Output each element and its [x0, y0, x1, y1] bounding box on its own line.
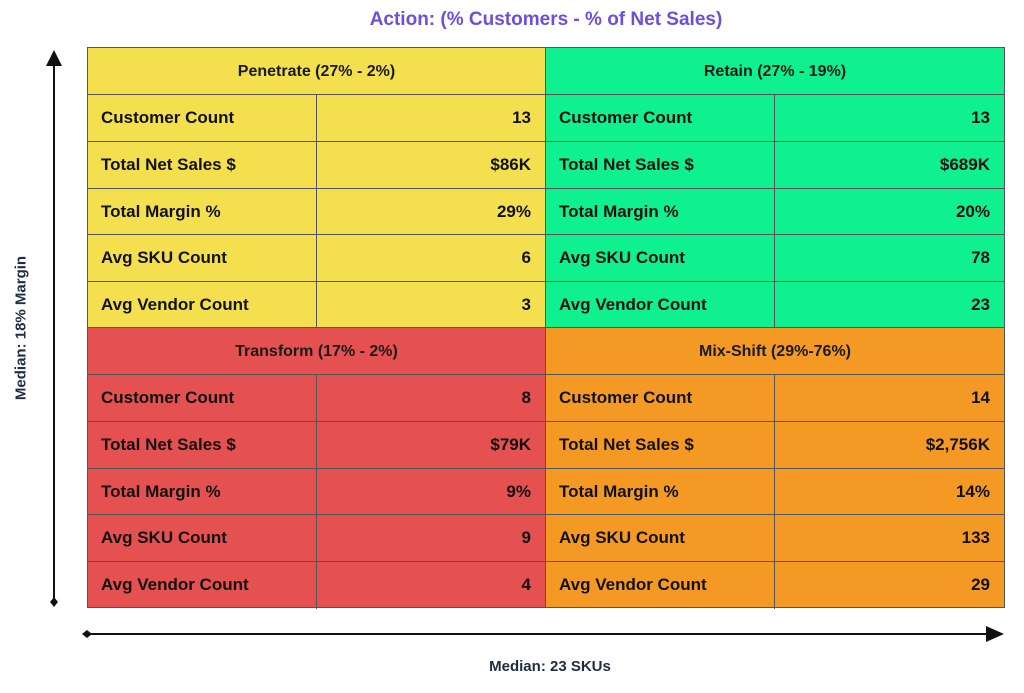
table-row: Avg Vendor Count 23	[546, 282, 1004, 329]
table-row: Total Margin % 20%	[546, 188, 1004, 236]
table-row: Avg SKU Count 9	[88, 515, 545, 563]
metric-label: Customer Count	[546, 95, 775, 141]
quadrant-title: Retain (27% - 19%)	[546, 48, 1004, 95]
table-row: Total Margin % 9%	[88, 468, 545, 516]
diagram-title: Action: (% Customers - % of Net Sales)	[369, 9, 723, 30]
metric-label: Customer Count	[88, 375, 317, 421]
table-row: Avg Vendor Count 3	[88, 282, 545, 329]
metric-label: Avg SKU Count	[546, 515, 775, 562]
metric-value: 8	[521, 388, 531, 407]
metric-value: 78	[971, 248, 990, 268]
table-row: Avg Vendor Count 29	[546, 562, 1004, 609]
metric-label: Avg Vendor Count	[546, 562, 775, 609]
x-axis-arrowhead	[986, 626, 1004, 642]
metric-label: Avg SKU Count	[88, 515, 317, 562]
table-row: Total Net Sales $ $79K	[88, 421, 545, 469]
x-axis-label: Median: 23 SKUs	[489, 658, 611, 675]
metric-label: Total Net Sales $	[88, 421, 317, 468]
x-axis-end-diamond	[82, 630, 92, 638]
metric-value: 20%	[955, 201, 990, 221]
metric-value: 4	[521, 575, 531, 595]
quadrant-title: Transform (17% - 2%)	[88, 328, 545, 375]
metric-value: 14%	[955, 481, 990, 501]
metric-label: Customer Count	[546, 375, 775, 421]
metric-value: 6	[521, 248, 531, 268]
table-row: Avg Vendor Count 4	[88, 562, 545, 609]
table-row: Avg SKU Count 78	[546, 235, 1004, 283]
table-row: Customer Count 14	[546, 375, 1004, 422]
quadrant-title: Penetrate (27% - 2%)	[88, 48, 545, 95]
table-row: Customer Count 13	[88, 95, 545, 142]
metric-value: 13	[971, 108, 990, 127]
metric-label: Avg SKU Count	[546, 235, 775, 282]
metric-value: $79K	[490, 434, 531, 454]
metric-value: $2,756K	[925, 434, 990, 454]
metric-label: Total Margin %	[546, 468, 775, 515]
metric-value: 3	[521, 295, 531, 315]
table-row: Avg SKU Count 133	[546, 515, 1004, 563]
table-row: Customer Count 13	[546, 95, 1004, 142]
y-axis-arrowhead	[46, 50, 62, 66]
table-row: Total Net Sales $ $689K	[546, 141, 1004, 189]
metric-value: $689K	[939, 154, 990, 174]
quadrant-penetrate: Penetrate (27% - 2%) Customer Count 13 Tota…	[87, 47, 546, 329]
metric-label: Total Margin %	[546, 188, 775, 235]
metric-value: 133	[961, 528, 990, 548]
table-row: Avg SKU Count 6	[88, 235, 545, 283]
y-axis-end-diamond	[50, 597, 58, 607]
metric-value: 13	[512, 108, 531, 127]
metric-label: Total Margin %	[88, 468, 317, 515]
table-row: Total Margin % 29%	[88, 188, 545, 236]
metric-value: 29	[971, 575, 990, 595]
quadrant-title: Mix-Shift (29%-76%)	[546, 328, 1004, 375]
metric-label: Avg Vendor Count	[88, 282, 317, 329]
metric-value: 14	[971, 388, 990, 407]
metric-label: Avg Vendor Count	[88, 562, 317, 609]
metric-value: 29%	[496, 201, 531, 221]
metric-label: Total Margin %	[88, 188, 317, 235]
metric-label: Total Net Sales $	[546, 421, 775, 468]
table-row: Total Margin % 14%	[546, 468, 1004, 516]
table-row: Total Net Sales $ $86K	[88, 141, 545, 189]
metric-label: Avg Vendor Count	[546, 282, 775, 329]
quadrant-mix-shift: Mix-Shift (29%-76%) Customer Count 14 Total…	[545, 327, 1005, 609]
quadrant-transform: Transform (17% - 2%) Customer Count 8 Total…	[87, 327, 546, 609]
metric-label: Customer Count	[88, 95, 317, 141]
metric-value: $86K	[490, 154, 531, 174]
metric-label: Avg SKU Count	[88, 235, 317, 282]
table-row: Total Net Sales $ $2,756K	[546, 421, 1004, 469]
metric-label: Total Net Sales $	[88, 141, 317, 188]
metric-value: 9	[521, 528, 531, 548]
metric-value: 23	[971, 295, 990, 315]
quadrant-retain: Retain (27% - 19%) Customer Count 13 Total …	[545, 47, 1005, 329]
metric-value: 9%	[506, 481, 531, 501]
metric-label: Total Net Sales $	[546, 141, 775, 188]
table-row: Customer Count 8	[88, 375, 545, 422]
